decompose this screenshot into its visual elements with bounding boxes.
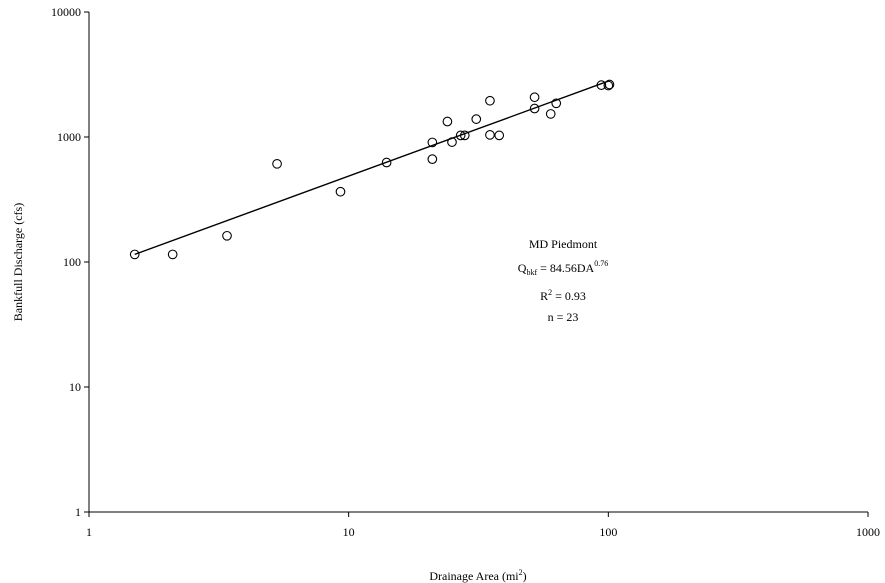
x-axis-title: Drainage Area (mi2)	[429, 568, 526, 583]
data-point	[427, 154, 438, 164]
data-point	[427, 137, 438, 148]
data-point	[494, 130, 505, 141]
equation-main: = 84.56DA	[537, 261, 594, 275]
y-tick-label: 10000	[51, 5, 81, 19]
y-tick-label: 10	[69, 380, 81, 394]
x-tick-label: 100	[599, 525, 617, 539]
trendline-group	[134, 80, 610, 256]
x-axis-ticks: 1 10 100 1000	[86, 512, 880, 539]
data-point	[129, 249, 140, 260]
equation-q: Q	[518, 261, 527, 275]
y-tick-label: 1	[75, 505, 81, 519]
data-point	[529, 92, 540, 103]
annotation-n: n = 23	[548, 310, 579, 324]
r2-sup: 2	[548, 288, 552, 297]
data-point	[471, 114, 482, 124]
x-tick-label: 10	[343, 525, 355, 539]
x-axis-title-text: Drainage Area (mi	[429, 569, 519, 583]
r2-rest: = 0.93	[552, 289, 586, 303]
data-point	[604, 79, 615, 90]
data-point	[485, 95, 495, 106]
data-point	[442, 116, 453, 127]
data-point	[222, 230, 232, 241]
data-point	[485, 130, 495, 140]
y-axis-title: Bankfull Discharge (cfs)	[11, 203, 25, 321]
x-axis-title-sup: 2	[519, 568, 523, 577]
x-axis-title-end: )	[523, 569, 527, 583]
trendline	[134, 80, 610, 256]
y-tick-label: 1000	[57, 130, 81, 144]
data-point	[335, 186, 346, 197]
equation-exponent: 0.76	[594, 259, 608, 268]
annotation-title: MD Piedmont	[529, 237, 598, 251]
data-point	[545, 109, 556, 119]
x-tick-label: 1000	[856, 525, 880, 539]
data-point	[455, 130, 466, 141]
annotation: MD Piedmont Qbkf = 84.56DA0.76 R2 = 0.93…	[518, 237, 608, 324]
x-tick-label: 1	[86, 525, 92, 539]
y-axis-ticks: 1 10 100 1000 10000	[51, 5, 89, 519]
annotation-r-squared: R2 = 0.93	[540, 288, 586, 303]
r2-r: R	[540, 289, 548, 303]
annotation-equation: Qbkf = 84.56DA0.76	[518, 259, 608, 277]
equation-subscript: bkf	[526, 268, 537, 277]
data-point	[272, 158, 282, 169]
data-point	[529, 103, 540, 114]
data-point	[551, 98, 562, 109]
y-tick-label: 100	[63, 255, 81, 269]
data-points	[129, 79, 615, 260]
data-point	[167, 249, 178, 260]
data-point	[381, 157, 392, 168]
